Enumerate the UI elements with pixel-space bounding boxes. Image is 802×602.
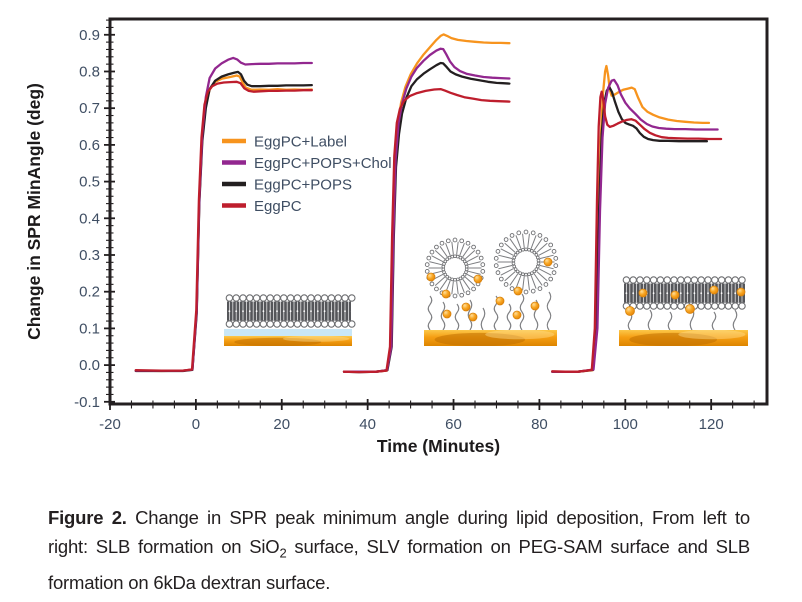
slv-on-peg-sam-illustration [424, 229, 559, 346]
svg-text:120: 120 [699, 416, 724, 433]
legend-label: EggPC [254, 198, 302, 215]
series-eggpc [134, 80, 723, 374]
axes [108, 17, 769, 406]
svg-text:-20: -20 [99, 416, 121, 433]
legend: EggPC+Label EggPC+POPS+Chol EggPC+POPS EggP… [222, 134, 392, 215]
legend-label: EggPC+Label [254, 134, 347, 151]
svg-text:20: 20 [273, 416, 290, 433]
series-eggpc-pops-chol [134, 47, 719, 373]
svg-text:40: 40 [359, 416, 376, 433]
svg-text:100: 100 [613, 416, 638, 433]
figure-caption-label: Figure 2. [48, 507, 127, 528]
legend-item-eggpc: EggPC [222, 198, 302, 215]
figure-caption-text-1: Change in SPR peak minimum angle during … [48, 507, 750, 557]
data-series [134, 33, 723, 374]
svg-text:0.0: 0.0 [79, 357, 100, 374]
svg-text:0.2: 0.2 [79, 284, 100, 301]
series-eggpc-pops [134, 61, 709, 374]
slb-on-dextran-illustration [619, 276, 748, 346]
svg-text:0.9: 0.9 [79, 27, 100, 44]
legend-item-eggpc-label: EggPC+Label [222, 134, 347, 151]
x-axis-title: Time (Minutes) [377, 436, 500, 456]
svg-text:0.1: 0.1 [79, 320, 100, 337]
axis-ticks [104, 19, 755, 410]
svg-text:0.8: 0.8 [79, 63, 100, 80]
svg-text:60: 60 [445, 416, 462, 433]
legend-item-eggpc-pops: EggPC+POPS [222, 177, 352, 194]
svg-text:-0.1: -0.1 [74, 394, 100, 411]
figure-caption-subscript: 2 [279, 545, 287, 561]
y-axis-title: Change in SPR MinAngle (deg) [24, 83, 44, 340]
svg-text:80: 80 [531, 416, 548, 433]
axis-tick-labels: -20 0 20 40 60 80 100 120 -0.1 0.0 0.1 0.2 0.3 0.4 0.5… [74, 27, 724, 433]
figure-caption-text-2: surface, SLV formation on PEG-SAM surfac… [48, 536, 750, 593]
svg-text:0.6: 0.6 [79, 137, 100, 154]
slb-on-sio2-illustration [224, 294, 356, 346]
svg-text:0.3: 0.3 [79, 247, 100, 264]
legend-label: EggPC+POPS [254, 177, 352, 194]
svg-text:0.7: 0.7 [79, 100, 100, 117]
spr-minangle-chart: -20 0 20 40 60 80 100 120 -0.1 0.0 0.1 0.2 0.3 0.4 0.5… [24, 17, 769, 456]
legend-item-eggpc-pops-chol: EggPC+POPS+Chol [222, 155, 392, 172]
legend-label: EggPC+POPS+Chol [254, 155, 392, 172]
svg-text:0: 0 [192, 416, 200, 433]
series-eggpc-label [134, 33, 711, 373]
svg-text:0.4: 0.4 [79, 210, 100, 227]
svg-text:0.5: 0.5 [79, 174, 100, 191]
figure-caption: Figure 2. Change in SPR peak minimum ang… [0, 470, 802, 597]
